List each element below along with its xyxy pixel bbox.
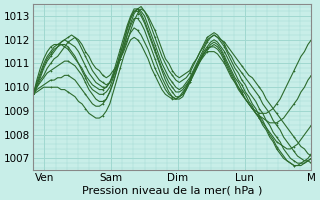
X-axis label: Pression niveau de la mer( hPa ): Pression niveau de la mer( hPa ) [82, 186, 262, 196]
